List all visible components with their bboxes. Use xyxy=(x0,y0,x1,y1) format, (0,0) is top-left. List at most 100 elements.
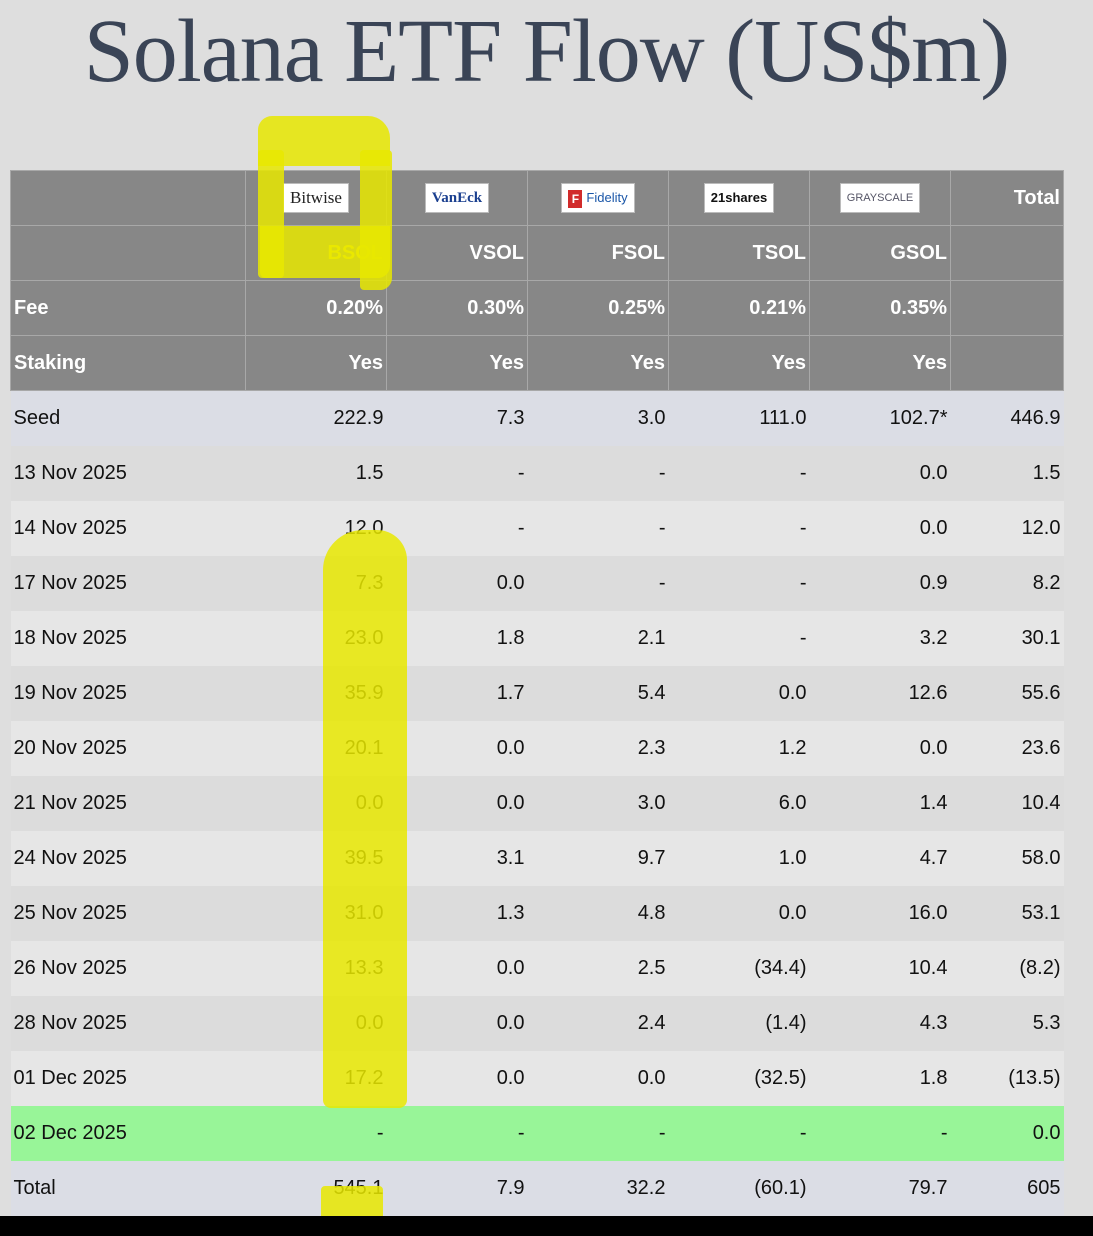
flow-cell: 16.0 xyxy=(809,886,951,941)
flow-cell: 79.7 xyxy=(809,1161,951,1216)
row-label: Seed xyxy=(10,390,246,446)
flow-cell: 1.0 xyxy=(668,831,810,886)
flow-cell: 4.8 xyxy=(527,886,669,941)
total-header: Total xyxy=(950,170,1064,226)
flow-cell: 7.9 xyxy=(386,1161,528,1216)
flow-cell: - xyxy=(527,1106,669,1161)
fee-total-blank xyxy=(950,280,1064,336)
ticker-row-label xyxy=(10,225,246,281)
flow-cell: 23.0 xyxy=(245,611,387,666)
ticker-vsol: VSOL xyxy=(386,225,528,281)
staking-bsol: Yes xyxy=(245,335,387,391)
flow-cell: 39.5 xyxy=(245,831,387,886)
staking-label: Staking xyxy=(10,335,246,391)
ticker-fsol: FSOL xyxy=(527,225,669,281)
flow-cell: 23.6 xyxy=(950,721,1064,776)
staking-total-blank xyxy=(950,335,1064,391)
flow-cell: (32.5) xyxy=(668,1051,810,1106)
flow-cell: 0.0 xyxy=(386,721,528,776)
flow-cell: 3.2 xyxy=(809,611,951,666)
table-row: 24 Nov 2025 39.5 3.1 9.7 1.0 4.7 58.0 xyxy=(10,831,1064,886)
flow-cell: 1.7 xyxy=(386,666,528,721)
row-label: 02 Dec 2025 xyxy=(10,1106,246,1161)
staking-fsol: Yes xyxy=(527,335,669,391)
flow-cell: 1.8 xyxy=(386,611,528,666)
flow-cell: (8.2) xyxy=(950,941,1064,996)
flow-cell: - xyxy=(668,1106,810,1161)
bitwise-logo-cell: Bitwise xyxy=(245,170,387,226)
fidelity-badge-icon: F xyxy=(568,189,583,208)
flow-cell: 0.0 xyxy=(386,776,528,831)
flow-cell: 12.0 xyxy=(950,501,1064,556)
row-label: 28 Nov 2025 xyxy=(10,996,246,1051)
flow-cell: 53.1 xyxy=(950,886,1064,941)
flow-cell: 3.0 xyxy=(527,776,669,831)
flow-cell: - xyxy=(386,446,528,501)
table-row: 13 Nov 2025 1.5- - -0.0 1.5 xyxy=(10,446,1064,501)
flow-cell: 0.9 xyxy=(809,556,951,611)
fee-tsol: 0.21% xyxy=(668,280,810,336)
flow-cell: 1.3 xyxy=(386,886,528,941)
flow-cell: - xyxy=(386,501,528,556)
flow-cell: 9.7 xyxy=(527,831,669,886)
flow-cell: 0.0 xyxy=(245,776,387,831)
table-row: 28 Nov 2025 0.0 0.0 2.4 (1.4) 4.3 5.3 xyxy=(10,996,1064,1051)
flow-cell: 4.7 xyxy=(809,831,951,886)
flow-cell: - xyxy=(809,1106,951,1161)
table-row: 18 Nov 2025 23.0 1.8 2.1-3.2 30.1 xyxy=(10,611,1064,666)
flow-cell: (60.1) xyxy=(668,1161,810,1216)
flow-cell: 0.0 xyxy=(527,1051,669,1106)
bottom-black-bar xyxy=(0,1216,1093,1236)
flow-cell: 111.0 xyxy=(668,390,810,446)
ticker-total-blank xyxy=(950,225,1064,281)
flow-cell: 1.2 xyxy=(668,721,810,776)
table-row: 21 Nov 2025 0.0 0.0 3.0 6.0 1.4 10.4 xyxy=(10,776,1064,831)
flow-cell: 1.5 xyxy=(950,446,1064,501)
flow-cell: 0.0 xyxy=(386,556,528,611)
fee-fsol: 0.25% xyxy=(527,280,669,336)
issuer-logo-row: Bitwise VanEck F Fidelity 21shares GRAYSC… xyxy=(10,170,1064,226)
seed-row: Seed 222.9 7.3 3.0 111.0 102.7* 446.9 xyxy=(10,390,1064,446)
flow-cell: 0.0 xyxy=(668,886,810,941)
flow-cell: 0.0 xyxy=(386,941,528,996)
flow-cell: 1.5 xyxy=(245,446,387,501)
flow-cell: - xyxy=(245,1106,387,1161)
flow-cell: (34.4) xyxy=(668,941,810,996)
row-label: 17 Nov 2025 xyxy=(10,556,246,611)
ticker-tsol: TSOL xyxy=(668,225,810,281)
flow-cell: 0.0 xyxy=(809,501,951,556)
table-row: 25 Nov 2025 31.0 1.3 4.8 0.0 16.0 53.1 xyxy=(10,886,1064,941)
highlight-bitwise-header xyxy=(258,116,390,166)
flow-cell: 58.0 xyxy=(950,831,1064,886)
flow-cell: 31.0 xyxy=(245,886,387,941)
flow-cell: - xyxy=(668,611,810,666)
fee-row: Fee 0.20% 0.30% 0.25% 0.21% 0.35% xyxy=(10,280,1064,336)
flow-cell: 3.1 xyxy=(386,831,528,886)
flow-cell: 0.0 xyxy=(809,721,951,776)
flow-cell: - xyxy=(668,446,810,501)
table-row: 02 Dec 2025- - - - -0.0 xyxy=(10,1106,1064,1161)
flow-cell: 3.0 xyxy=(527,390,669,446)
flow-cell: 102.7* xyxy=(809,390,951,446)
total-row: Total 545.1 7.9 32.2 (60.1) 79.7 605 xyxy=(10,1161,1064,1216)
flow-cell: 2.4 xyxy=(527,996,669,1051)
vaneck-logo-cell: VanEck xyxy=(386,170,528,226)
staking-vsol: Yes xyxy=(386,335,528,391)
ticker-bsol: BSOL xyxy=(245,225,387,281)
row-label: 19 Nov 2025 xyxy=(10,666,246,721)
grayscale-logo-cell: GRAYSCALE xyxy=(809,170,951,226)
etf-flow-table: Bitwise VanEck F Fidelity 21shares GRAYSC… xyxy=(10,170,1064,1216)
row-label: 13 Nov 2025 xyxy=(10,446,246,501)
page-title: Solana ETF Flow (US$m) xyxy=(83,2,1011,101)
flow-cell: - xyxy=(527,501,669,556)
flow-cell: 10.4 xyxy=(809,941,951,996)
grayscale-logo: GRAYSCALE xyxy=(839,183,921,213)
flow-cell: 5.3 xyxy=(950,996,1064,1051)
flow-cell: 2.1 xyxy=(527,611,669,666)
fidelity-logo: F Fidelity xyxy=(561,183,635,213)
flow-cell: - xyxy=(386,1106,528,1161)
staking-row: Staking Yes Yes Yes Yes Yes xyxy=(10,335,1064,391)
flow-cell: 17.2 xyxy=(245,1051,387,1106)
table-row: 26 Nov 2025 13.3 0.0 2.5 (34.4) 10.4 (8.2) xyxy=(10,941,1064,996)
flow-cell: 35.9 xyxy=(245,666,387,721)
